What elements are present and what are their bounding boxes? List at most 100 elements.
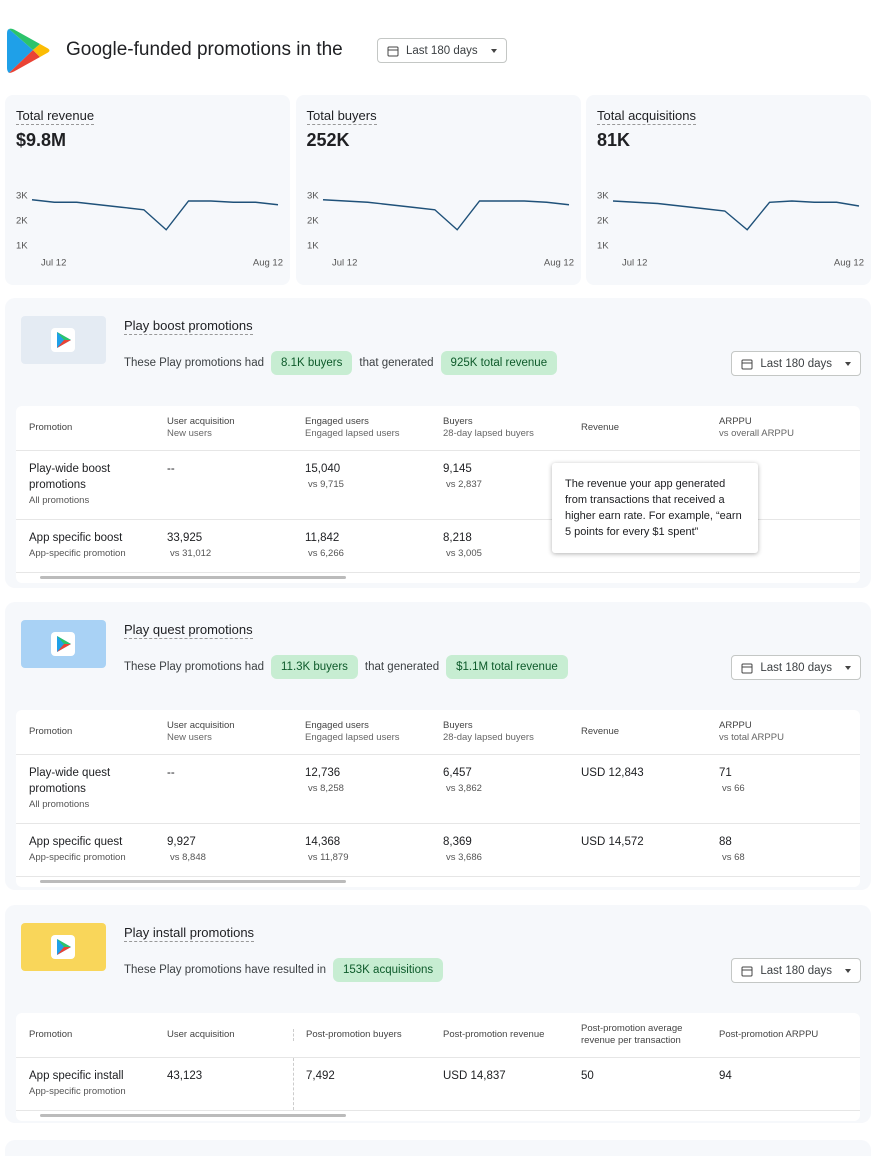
table-body: Play-wide quest promotions All promotions… [16,755,860,877]
cell-text: -- [167,767,175,779]
column-title: Buyers [443,416,473,427]
table-cell: 43,123 [167,1058,305,1110]
date-filter-label: Last 180 days [760,357,832,370]
y-tick-label: 1K [597,241,609,252]
table-cell: App specific boost App-specific promotion [29,520,167,572]
tooltip: The revenue your app generated from tran… [552,463,758,553]
scroll-thumb [40,1114,346,1117]
table: Promotion User acquisition Post-promotion … [16,1013,860,1121]
line [612,200,860,231]
column-title: Promotion [29,422,73,433]
metric-value: 252K [306,130,350,150]
highlight-pill: $1.1M total revenue [446,655,568,679]
summary: These Play promotions have resulted in 15… [124,958,444,982]
cell-subtext: App-specific promotion [29,852,126,863]
y-tick-label: 1K [307,241,319,252]
section-icon [21,923,106,971]
metric-label: Total revenue [16,108,95,125]
column-title: Promotion [29,1029,73,1040]
metric-value: $9.8M [16,130,67,150]
column-header: ARPPU vs total ARPPU [719,720,857,744]
table-cell: USD 12,843 [581,755,719,823]
summary: These Play promotions had 11.3K buyers tha… [124,655,568,679]
cell-subtext: vs 3,005 [446,548,482,559]
y-tick-label: 3K [16,191,28,202]
column-header: Buyers 28-day lapsed buyers [443,720,581,744]
table-header: Promotion User acquisition New users Engage… [16,406,860,451]
column-header: Promotion [29,726,167,738]
cell-text: 9,145 [443,463,472,475]
column-header: Post-promotion average revenue per trans… [581,1023,719,1047]
table-cell: 15,040 vs 9,715 [305,451,443,519]
highlight-pill: 153K acquisitions [333,958,444,982]
table-cell: 9,927 vs 8,848 [167,824,305,876]
table-row: Play-wide boost promotions All promotions… [16,451,860,520]
cell-subtext: vs 66 [722,783,745,794]
cell-subtext: vs 11,879 [308,852,349,863]
cell-text: USD 14,572 [581,836,644,848]
section: Play install promotions These Play promot… [5,905,871,1123]
column-subheader: Engaged lapsed users [305,732,400,743]
cell-text: 71 [719,767,732,779]
summary-text: These Play promotions had [124,661,264,673]
caret [490,48,497,53]
cell-text: -- [167,463,175,475]
table-cell: USD 14,837 [443,1058,581,1110]
cell-text: Play-wide quest promotions [29,767,111,795]
column-title: Post-promotion revenue [443,1029,545,1040]
column-header: User acquisition [167,1029,305,1041]
column-title: Revenue [581,726,620,737]
cell-text: 7,492 [306,1070,335,1082]
cell-subtext: vs 31,012 [170,548,212,559]
cell-text: 9,927 [167,836,196,848]
section-title: Play boost promotions [124,318,253,335]
date-filter[interactable]: Last 180 days [377,38,507,63]
calendar-icon [741,359,753,369]
calendar-icon [741,966,753,976]
cell-subtext: vs 3,686 [446,852,482,863]
column-title: Engaged users [305,720,369,731]
table-row: App specific install App-specific promoti… [16,1058,860,1111]
column-title: Promotion [29,726,73,737]
section-title: Play install promotions [124,925,255,942]
column-title: ARPPU [719,720,752,731]
scrollbar [16,877,860,887]
metric-label: Total acquisitions [597,108,696,125]
table-cell: 94 [719,1058,857,1110]
table-cell: -- [167,755,305,823]
column-subheader: New users [167,428,212,439]
date-filter[interactable]: Last 180 days [731,655,861,680]
table: Promotion User acquisition New users Engage… [16,710,860,887]
section: Play quest promotions These Play promotio… [5,602,871,890]
column-header: User acquisition New users [167,416,305,440]
metric-label: Total buyers [306,108,377,125]
metric-value: 81K [597,130,631,150]
line [322,199,569,231]
line [31,199,279,231]
date-filter-label: Last 180 days [760,964,832,977]
cell-text: App specific install [29,1070,124,1082]
cell-subtext: vs 3,862 [446,783,482,794]
table-cell: 33,925 vs 31,012 [167,520,305,572]
highlight-pill: 925K total revenue [440,351,558,375]
section-icon [21,316,106,364]
x-tick-label: Aug 12 [834,258,864,269]
column-title: User acquisition [167,1029,235,1040]
column-subheader: Engaged lapsed users [305,428,400,439]
cell-text: USD 12,843 [581,767,644,779]
date-filter[interactable]: Last 180 days [731,958,861,983]
mini-chart: 1K 2K 3K Jul 12 Aug 12 [307,191,574,269]
cell-subtext: vs 68 [722,852,745,863]
summary-text: that generated [364,661,440,673]
table-cell: 14,368 vs 11,879 [305,824,443,876]
calendar-icon [387,46,399,56]
cell-text: 12,736 [305,767,341,779]
scroll-thumb [40,576,346,579]
metric-card: Total revenue $9.8M 1K 2K 3K Jul 12 Aug 12 [5,95,290,285]
y-tick-label: 2K [597,216,609,227]
cell-text: 8,369 [443,836,472,848]
play-logo [7,28,50,73]
date-filter[interactable]: Last 180 days [731,351,861,376]
play-badge [51,328,75,352]
